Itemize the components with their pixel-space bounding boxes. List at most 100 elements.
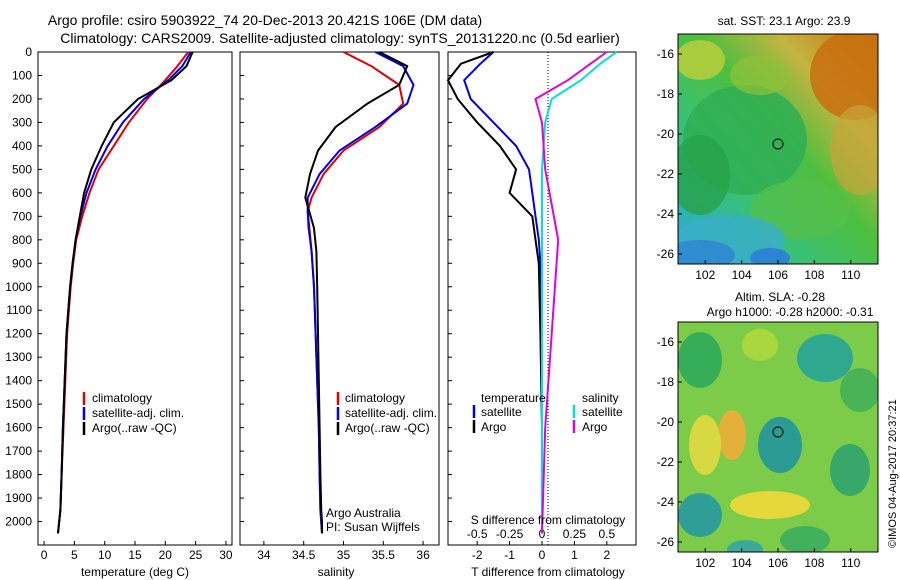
y-tick-label: 600 [12, 186, 32, 200]
x-tick-label: 35 [337, 548, 351, 562]
y-tick-label: 1700 [5, 444, 32, 458]
x-tick-label: 104 [732, 556, 752, 570]
s-tick-label: 0.25 [563, 527, 587, 541]
y-tick-label: 400 [12, 139, 32, 153]
legend-title-temperature: temperature [481, 391, 546, 405]
header-line2: Climatology: CARS2009. Satellite-adjuste… [60, 30, 620, 46]
y-tick-label: 200 [12, 92, 32, 106]
legend-label-argo: Argo(..raw -QC) [92, 421, 177, 435]
y-tick-label: 100 [12, 68, 32, 82]
x-tick-label: 25 [189, 548, 203, 562]
temperature-axes: 0 5 10 15 20 25 300100200300400500600700800900… [5, 45, 233, 562]
y-tick-label: -22 [657, 167, 675, 181]
x-tick-label: 0 [41, 548, 48, 562]
x-tick-label: 104 [732, 268, 752, 282]
y-tick-label: -16 [657, 47, 675, 61]
y-tick-label: -26 [657, 535, 675, 549]
legend-title-salinity: salinity [582, 391, 619, 405]
x-tick-label: 108 [804, 556, 824, 570]
legend-label-climatology: climatology [92, 391, 152, 405]
y-tick-label: 800 [12, 233, 32, 247]
y-tick-label: -24 [657, 495, 675, 509]
y-tick-label: -20 [657, 415, 675, 429]
y-tick-label: 1500 [5, 397, 32, 411]
x-tick-label: 110 [841, 556, 860, 570]
x-tick-label: 34.5 [292, 548, 316, 562]
series-line [446, 51, 543, 534]
legend-label-argo: Argo(..raw -QC) [345, 421, 430, 435]
header-line1: Argo profile: csiro 5903922_74 20-Dec-20… [48, 12, 482, 28]
s-tick-label: 0.5 [598, 527, 615, 541]
difference-lines [446, 51, 618, 534]
series-line [304, 51, 409, 534]
temperature-legend: climatology satellite-adj. clim. Argo(..… [82, 391, 184, 435]
x-tick-label: 106 [768, 268, 788, 282]
y-tick-label: -20 [657, 127, 675, 141]
difference-xlabel-top: S difference from climatology [471, 513, 626, 527]
sla-map [678, 322, 878, 552]
legend-label-t-satellite: satellite [481, 405, 522, 419]
y-tick-label: 1000 [5, 280, 32, 294]
salinity-axes: 34 34.5 35 35.5 36 [240, 51, 430, 562]
s-tick-label: -0.5 [467, 527, 488, 541]
sst-map-title: sat. SST: 23.1 Argo: 23.9 [718, 14, 851, 28]
y-tick-label: 1200 [5, 327, 32, 341]
x-tick-label: 102 [695, 556, 715, 570]
x-tick-label: 35.5 [372, 548, 396, 562]
salinity-lines [304, 51, 415, 534]
y-tick-label: 1400 [5, 374, 32, 388]
x-tick-label: 108 [804, 268, 824, 282]
legend-label-satellite: satellite-adj. clim. [92, 406, 184, 420]
legend-label-s-satellite: satellite [582, 405, 623, 419]
y-tick-label: 1800 [5, 468, 32, 482]
series-line [306, 51, 415, 534]
series-line [306, 51, 405, 534]
x-tick-label: 0 [539, 548, 546, 562]
y-tick-label: -16 [657, 335, 675, 349]
y-tick-label: 2000 [5, 515, 32, 529]
series-line [57, 51, 194, 534]
y-tick-label: 1300 [5, 350, 32, 364]
legend-label-s-argo: Argo [582, 420, 608, 434]
y-tick-label: -24 [657, 207, 675, 221]
s-tick-label: -0.25 [496, 527, 524, 541]
annotation-argo-australia: Argo Australia [326, 506, 401, 520]
imos-timestamp: ©IMOS 04-Aug-2017 20:37:21 [887, 399, 899, 548]
x-tick-label: 102 [695, 268, 715, 282]
sla-map-title2: Argo h1000: -0.28 h2000: -0.31 [707, 305, 874, 319]
salinity-legend: climatology satellite-adj. clim. Argo(..… [326, 391, 437, 534]
series-line [463, 51, 543, 534]
x-tick-label: 5 [71, 548, 78, 562]
legend-label-t-argo: Argo [481, 420, 507, 434]
y-tick-label: 500 [12, 162, 32, 176]
y-tick-label: -18 [657, 375, 675, 389]
temperature-panel [37, 51, 233, 546]
difference-legend: temperature satellite Argo salinity sate… [472, 391, 623, 434]
x-tick-label: 1 [571, 548, 578, 562]
sla-map-title1: Altim. SLA: -0.28 [735, 290, 825, 304]
profile-location-marker [772, 426, 784, 438]
x-tick-label: 10 [98, 548, 112, 562]
y-tick-label: 0 [25, 45, 32, 59]
difference-axes: -2 -1 0 1 2 -0.5 -0.25 0 0.25 0.5 [448, 51, 615, 562]
legend-label-climatology: climatology [345, 391, 405, 405]
difference-xlabel: T difference from climatology [471, 565, 625, 579]
y-tick-label: 1600 [5, 421, 32, 435]
y-tick-label: 300 [12, 115, 32, 129]
x-tick-label: 110 [841, 268, 860, 282]
salinity-xlabel: salinity [318, 565, 355, 579]
y-tick-label: 900 [12, 256, 32, 270]
temperature-lines [57, 51, 194, 534]
x-tick-label: 34 [257, 548, 271, 562]
x-tick-label: 36 [416, 548, 430, 562]
series-line [57, 51, 190, 534]
temperature-xlabel: temperature (deg C) [81, 565, 189, 579]
series-line [534, 51, 608, 534]
sla-map-ticks: 102 104 106 108 110 -16 -18 -20 -22 -24 -26 [657, 335, 861, 570]
x-tick-label: 30 [219, 548, 233, 562]
y-tick-label: 1900 [5, 491, 32, 505]
y-tick-label: 700 [12, 209, 32, 223]
x-tick-label: 20 [159, 548, 173, 562]
profile-location-marker [772, 138, 784, 150]
